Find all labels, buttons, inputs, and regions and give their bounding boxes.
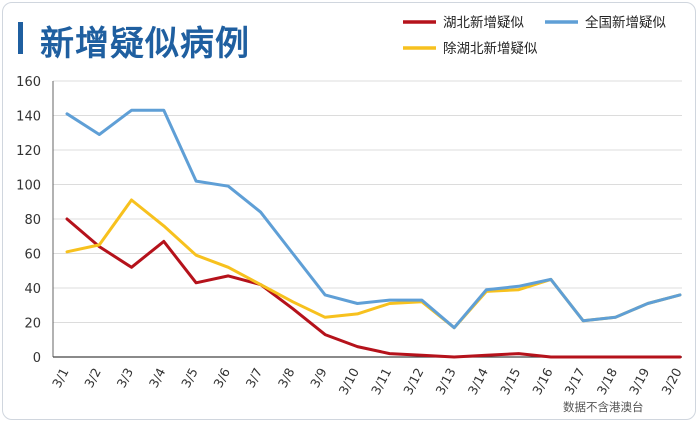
x-tick-label: 3/17: [561, 365, 587, 397]
legend-label: 全国新增疑似: [585, 14, 666, 31]
x-tick-label: 3/15: [497, 365, 523, 397]
chart-frame: [2, 2, 696, 420]
y-tick-label: 60: [24, 248, 41, 263]
x-tick-label: 3/3: [113, 365, 136, 390]
x-tick-label: 3/18: [594, 365, 620, 397]
series-line-2: [65, 108, 682, 330]
x-tick-label: 3/1: [49, 365, 72, 390]
y-tick-label: 120: [16, 144, 41, 159]
x-tick-label: 3/2: [81, 365, 104, 390]
y-tick-label: 0: [33, 351, 41, 366]
y-tick-label: 100: [16, 179, 41, 194]
y-tick-label: 140: [16, 110, 41, 125]
x-tick-labels: 3/1 3/2 3/3 3/4 3/5 3/6 3/7 3/8 3/9 3/10 3/11 3/12 3…: [49, 365, 685, 397]
x-tick-label: 3/14: [465, 365, 491, 397]
legend-label: 除湖北新增疑似: [443, 41, 538, 57]
x-tick-label: 3/12: [400, 365, 426, 397]
y-tick-label: 160: [16, 75, 41, 90]
x-tick-label: 3/13: [432, 365, 458, 397]
legend-label: 湖北新增疑似: [443, 15, 524, 31]
title-accent-bar: [18, 22, 23, 54]
x-tick-label: 3/19: [626, 365, 652, 397]
x-tick-label: 3/20: [658, 365, 684, 397]
x-tick-label: 3/9: [307, 365, 330, 390]
x-tick-label: 3/10: [336, 365, 362, 397]
y-tick-labels: 0 20 40 60 80 100 120 140 160: [16, 75, 41, 366]
x-tick-label: 3/5: [178, 365, 201, 390]
y-tick-label: 20: [24, 317, 41, 332]
x-tick-label: 3/11: [368, 365, 394, 397]
x-tick-label: 3/16: [529, 365, 555, 397]
x-tick-label: 3/4: [146, 365, 169, 390]
x-tick-label: 3/7: [243, 365, 266, 390]
x-tick-label: 3/6: [210, 365, 233, 390]
series-lines: [65, 108, 682, 359]
x-tick-label: 3/8: [275, 365, 298, 390]
source-note: 数据不含港澳台: [563, 400, 644, 414]
y-tick-label: 80: [24, 213, 41, 228]
y-tick-label: 40: [24, 282, 41, 297]
page-title: 新增疑似病例: [40, 24, 250, 64]
grid-lines: [53, 80, 682, 323]
series-line-1: [65, 217, 682, 359]
